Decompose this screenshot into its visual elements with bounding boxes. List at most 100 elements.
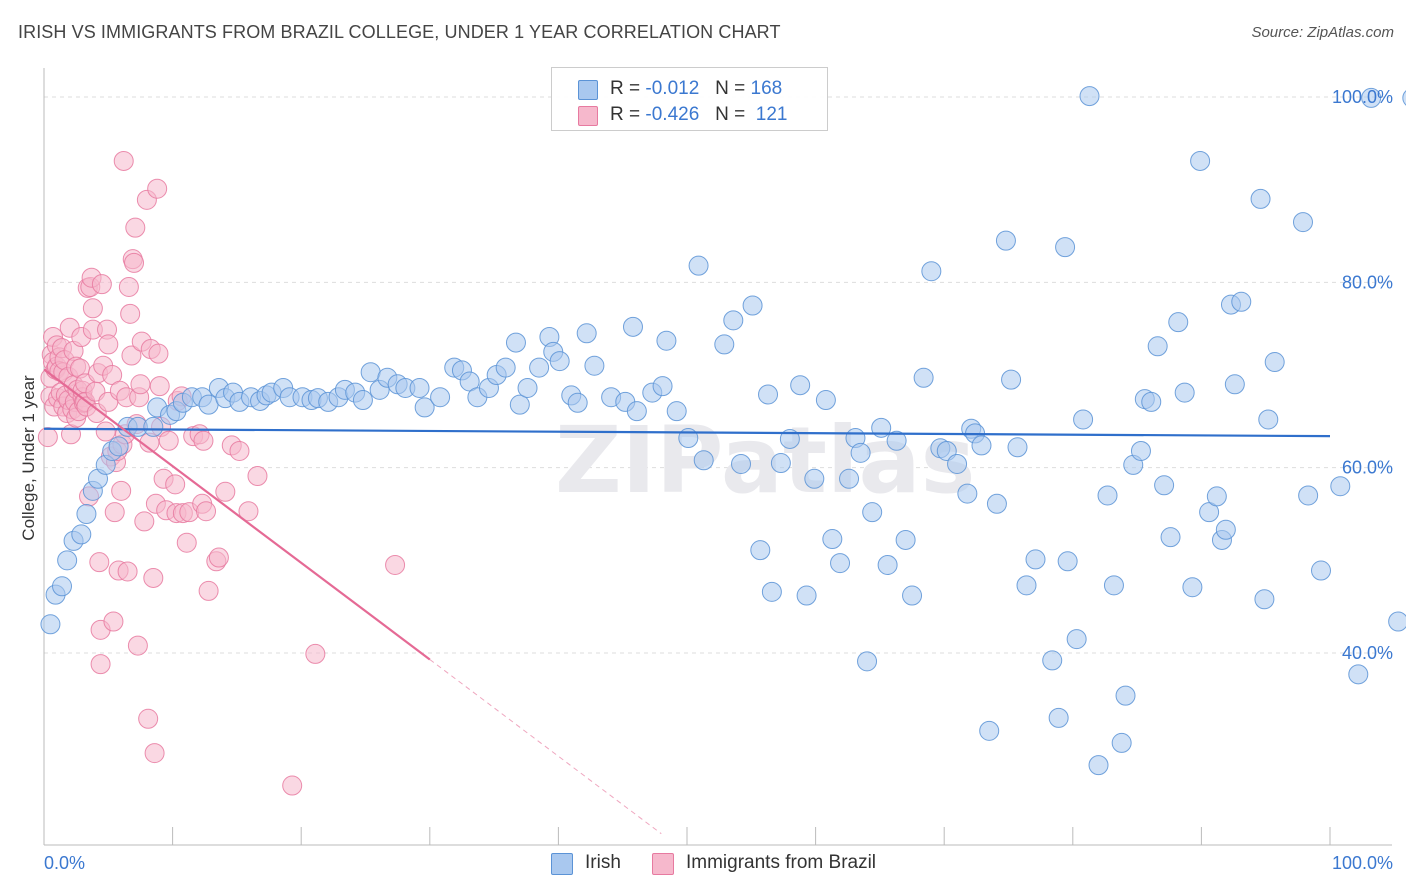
irish-point [1224,374,1245,395]
irish-point [986,493,1007,514]
brazil-point [147,178,168,199]
source-label: Source: ZipAtlas.com [1251,24,1394,41]
legend-swatch-brazil [578,106,598,126]
irish-point [804,468,825,489]
brazil-point [89,552,110,573]
brazil-point [165,474,186,495]
irish-point [40,614,61,635]
irish-point [850,442,871,463]
y-axis-label: College, Under 1 year [19,375,38,541]
brazil-point [305,643,326,664]
irish-point [1147,336,1168,357]
brazil-point [229,440,250,461]
irish-point [723,310,744,331]
brazil-point [118,276,139,297]
legend-swatch-irish [578,80,598,100]
grid [44,96,1390,654]
irish-point [1264,352,1285,373]
brazil-point [127,635,148,656]
irish-point [714,334,735,355]
irish-point [1066,629,1087,650]
irish-point [1007,437,1028,458]
irish-point [1258,409,1279,430]
irish-point [830,553,851,574]
legend-text-irish: R = -0.012 N = 168 [610,78,783,99]
irish-point [108,436,129,457]
brazil-point [130,374,151,395]
irish-point [688,255,709,276]
irish-point [1103,575,1124,596]
irish-point [409,377,430,398]
irish-point [71,524,92,545]
irish-trend-line [43,427,1331,438]
irish-point [360,362,381,383]
irish-point [52,576,73,597]
brazil-point [158,430,179,451]
irish-point [1174,382,1195,403]
y-tick-label: 100.0% [1332,87,1393,107]
irish-point [886,430,907,451]
brazil-point [125,217,146,238]
brazil-point [98,334,119,355]
brazil-point [138,708,159,729]
legend-row-brazil: R = -0.426 N = 121 [552,103,827,129]
irish-point [902,585,923,606]
brazil-point [103,611,124,632]
irish-point [957,483,978,504]
brazil-point [121,345,142,366]
brazil-point [113,150,134,171]
irish-point [1402,90,1406,106]
irish-point [1254,589,1275,610]
irish-point [779,428,800,449]
irish-point [505,332,526,353]
irish-point [1073,409,1094,430]
irish-point [770,453,791,474]
series-brazil-points [37,150,406,796]
irish-point [1361,87,1382,108]
irish-point [549,351,570,372]
irish-point [1298,485,1319,506]
irish-point [198,394,219,415]
irish-point [790,375,811,396]
brazil-point [282,775,303,796]
irish-point [815,390,836,411]
brazil-point [238,501,259,522]
irish-point [1055,237,1076,258]
irish-point [1330,476,1351,497]
brazil-point [82,298,103,319]
irish-point [1388,611,1406,632]
irish-point [693,450,714,471]
irish-point [584,355,605,376]
irish-point [979,720,1000,741]
irish-point [1042,650,1063,671]
irish-point [1231,291,1252,312]
brazil-point [95,421,116,442]
irish-point [1141,391,1162,412]
irish-point [517,377,538,398]
bottom-legend-label-brazil: Immigrants from Brazil [686,852,877,873]
brazil-point [385,554,406,575]
brazil-point [208,547,229,568]
irish-point [1310,560,1331,581]
irish-point [750,540,771,561]
irish-point [529,357,550,378]
brazil-point [111,480,132,501]
brazil-point [124,252,145,273]
irish-point [1168,312,1189,333]
brazil-point [198,580,219,601]
irish-point [1250,188,1271,209]
irish-point [1190,150,1211,171]
brazil-point [148,343,169,364]
irish-point [430,387,451,408]
irish-point [567,392,588,413]
irish-point [1057,551,1078,572]
brazil-point [117,561,138,582]
irish-point [839,468,860,489]
brazil-point [91,274,112,295]
irish-point [742,295,763,316]
brazil-point [176,532,197,553]
irish-point [862,502,883,523]
irish-point [822,529,843,550]
irish-point [414,397,435,418]
